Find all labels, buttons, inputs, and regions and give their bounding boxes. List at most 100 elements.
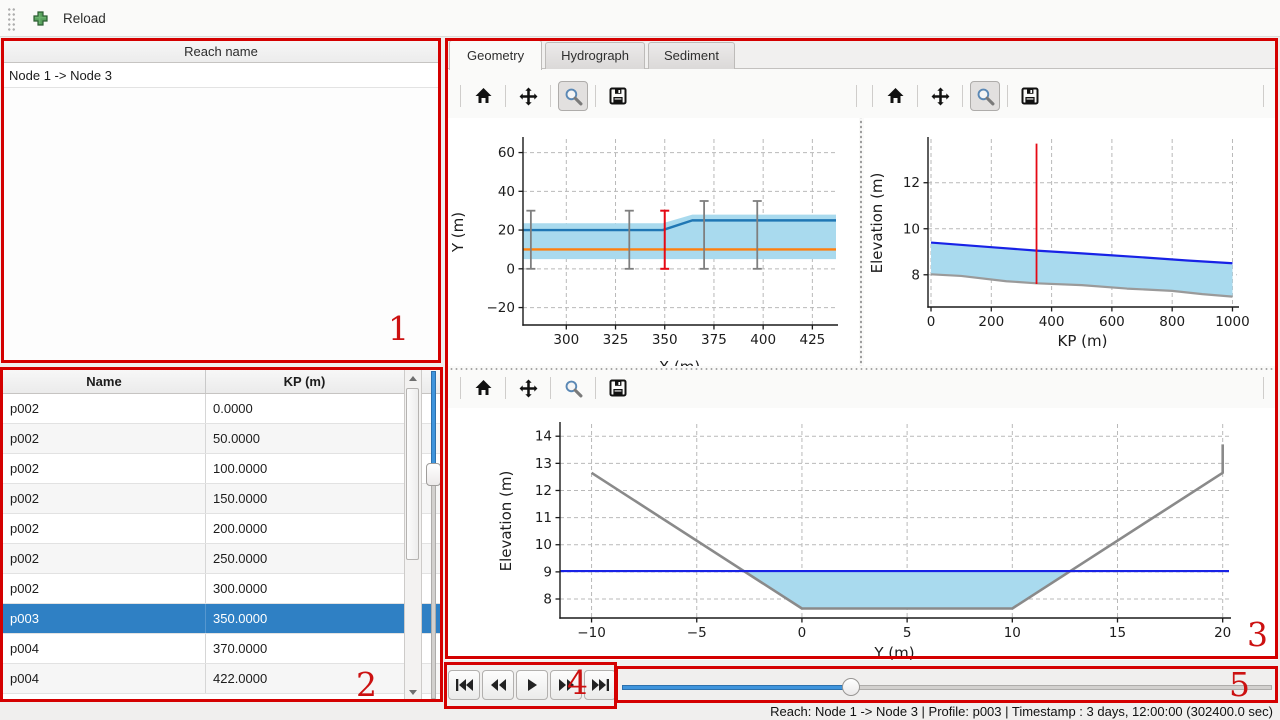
vertical-slider-empty-track [431,486,436,699]
cell-name[interactable]: p003 [3,604,206,633]
plan-view-plot[interactable]: 300 325 350 375 400 425 −20 0 20 40 60 X (m) Y (m) [447,118,859,366]
svg-text:12: 12 [903,175,920,191]
scroll-up-button[interactable] [405,370,421,386]
cell-kp[interactable]: 0.0000 [213,401,253,416]
pan-button[interactable] [925,81,955,111]
svg-text:40: 40 [498,184,515,200]
tab-geometry[interactable]: Geometry [449,40,543,70]
pan-button[interactable] [513,81,543,111]
cell-kp[interactable]: 350.0000 [213,611,268,626]
cell-kp[interactable]: 50.0000 [213,431,260,446]
svg-text:20: 20 [1214,625,1231,641]
table-row[interactable]: p003 350.0000 [3,604,441,634]
column-header-kp[interactable]: KP (m) [283,374,326,389]
table-vertical-slider[interactable] [426,369,442,701]
pan-icon [931,87,950,106]
cell-kp[interactable]: 150.0000 [213,491,268,506]
add-plus-icon [32,10,49,27]
cell-name[interactable]: p002 [3,394,206,423]
toolbar-separator [550,377,551,399]
zoom-button[interactable] [558,373,588,403]
toolbar-drag-handle[interactable] [7,7,16,31]
toolbar-separator [962,85,963,107]
home-button[interactable] [468,81,498,111]
table-row[interactable]: p002 300.0000 [3,574,441,604]
cross-section-plot[interactable]: −10 −5 0 5 10 15 20 8 9 10 11 12 13 14 Y (m) Elevation … [447,408,1275,660]
toolbar-separator [460,85,461,107]
toolbar-separator [856,85,857,107]
reach-list-header[interactable]: Reach name [3,41,439,63]
save-button[interactable] [603,373,633,403]
svg-text:8: 8 [543,592,552,608]
reach-list-item[interactable]: Node 1 -> Node 3 [3,63,439,88]
cell-name[interactable]: p002 [3,514,206,543]
save-button[interactable] [1015,81,1045,111]
svg-text:200: 200 [978,314,1004,330]
table-row[interactable]: p002 0.0000 [3,394,441,424]
save-icon [609,379,627,397]
profile-table-body: p002 0.0000 p002 50.0000 p002 100.0000 p002 150… [3,394,441,694]
cell-name[interactable]: p004 [3,634,206,663]
svg-text:375: 375 [701,332,727,348]
table-row[interactable]: p002 200.0000 [3,514,441,544]
cell-kp[interactable]: 370.0000 [213,641,268,656]
reload-button[interactable]: Reload [22,4,116,32]
cell-kp[interactable]: 300.0000 [213,581,268,596]
scrollbar-thumb[interactable] [406,388,419,560]
table-row[interactable]: p002 50.0000 [3,424,441,454]
toolbar-separator [595,85,596,107]
table-row[interactable]: p002 150.0000 [3,484,441,514]
step-back-button[interactable] [482,670,514,700]
skip-start-button[interactable] [448,670,480,700]
svg-text:11: 11 [535,510,552,526]
table-row[interactable]: p002 100.0000 [3,454,441,484]
home-button[interactable] [880,81,910,111]
home-button[interactable] [468,373,498,403]
cell-name[interactable]: p002 [3,484,206,513]
svg-text:800: 800 [1159,314,1185,330]
vertical-slider-handle[interactable] [426,463,441,486]
tab-bar: Geometry Hydrograph Sediment [449,40,738,70]
cell-name[interactable]: p002 [3,544,206,573]
horizontal-splitter-handle[interactable] [445,366,1278,372]
pan-button[interactable] [513,373,543,403]
table-row[interactable]: p004 370.0000 [3,634,441,664]
save-button[interactable] [603,81,633,111]
zoom-icon [564,87,583,106]
table-row[interactable]: p002 250.0000 [3,544,441,574]
plot-toolbar-2 [865,80,1045,112]
zoom-button[interactable] [558,81,588,111]
scroll-up-icon [409,375,417,381]
cell-kp[interactable]: 422.0000 [213,671,268,686]
tab-sediment[interactable]: Sediment [648,42,735,69]
status-text: Reach: Node 1 -> Node 3 | Profile: p003 … [770,703,1273,719]
svg-text:325: 325 [603,332,629,348]
save-icon [609,87,627,105]
toolbar-separator [595,377,596,399]
pan-icon [519,87,538,106]
cell-kp[interactable]: 100.0000 [213,461,268,476]
scroll-down-button[interactable] [405,684,421,700]
long-profile-plot[interactable]: 0 200 400 600 800 1000 8 10 12 KP (m) Elevation (m… [864,118,1278,366]
vertical-slider-filled-track [431,371,436,463]
time-slider[interactable] [622,678,1272,696]
play-button[interactable] [516,670,548,700]
svg-text:KP (m): KP (m) [1058,332,1108,350]
time-slider-handle[interactable] [842,678,860,696]
column-header-name[interactable]: Name [3,370,206,393]
cell-name[interactable]: p002 [3,454,206,483]
cell-name[interactable]: p004 [3,664,206,693]
zoom-button[interactable] [970,81,1000,111]
cell-name[interactable]: p002 [3,574,206,603]
tab-hydrograph[interactable]: Hydrograph [545,42,646,69]
table-scrollbar[interactable] [404,369,422,701]
skip-end-button[interactable] [584,670,616,700]
cell-name[interactable]: p002 [3,424,206,453]
step-forward-button[interactable] [550,670,582,700]
vertical-splitter-handle[interactable] [858,118,864,366]
table-row[interactable]: p004 422.0000 [3,664,441,694]
home-icon [886,87,905,105]
cell-kp[interactable]: 250.0000 [213,551,268,566]
svg-text:60: 60 [498,145,515,161]
cell-kp[interactable]: 200.0000 [213,521,268,536]
